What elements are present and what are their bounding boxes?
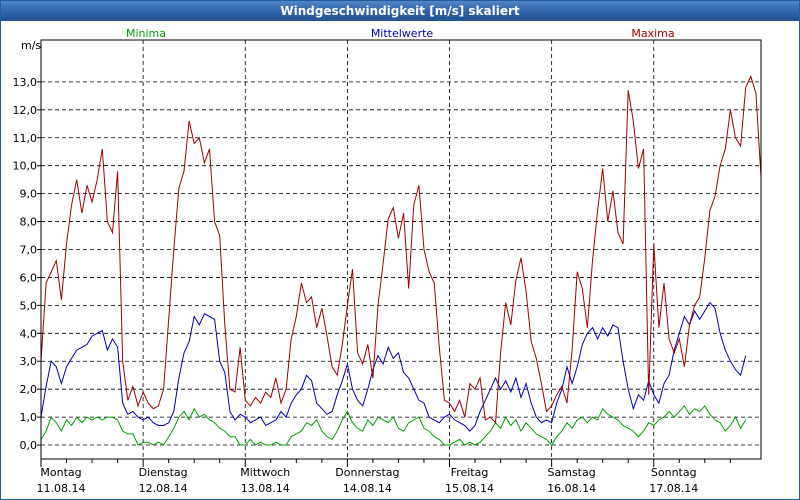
y-tick-label: 4,0 <box>20 327 38 340</box>
x-tick-day: Samstag <box>548 466 596 479</box>
wind-chart: 0,0 1,0 2,0 3,0 4,0 5,0 6,0 7,0 8,0 9,0 10,0 11,0 12… <box>13 27 762 495</box>
x-tick-day: Montag <box>40 466 81 479</box>
x-tick-day: Sonntag <box>651 466 697 479</box>
x-tick-date: 17.08.14 <box>649 482 698 495</box>
x-axis: Montag 11.08.14 Dienstag 12.08.14 Mittwoch 13… <box>37 459 731 495</box>
y-tick-label: 3,0 <box>20 355 38 368</box>
y-axis-unit: m/s <box>21 39 41 52</box>
window-title: Windgeschwindigkeit [m/s] skaliert <box>1 1 799 21</box>
legend-maxima: Maxima <box>631 27 674 40</box>
x-tick-date: 13.08.14 <box>241 482 290 495</box>
legend-mittelwerte: Mittelwerte <box>371 27 434 40</box>
x-tick-date: 11.08.14 <box>37 482 86 495</box>
series-mittelwerte-line <box>40 301 747 432</box>
y-tick-label: 5,0 <box>20 299 38 312</box>
plot-frame <box>40 39 762 460</box>
y-tick-label: 2,0 <box>20 383 38 396</box>
y-tick-label: 13,0 <box>13 76 38 89</box>
series-minima-line <box>40 405 747 446</box>
x-tick-day: Freitag <box>451 466 489 479</box>
y-tick-label: 7,0 <box>20 244 38 257</box>
legend-minima: Minima <box>126 27 166 40</box>
y-tick-label: 12,0 <box>13 104 38 117</box>
x-tick-date: 14.08.14 <box>343 482 392 495</box>
grid <box>41 40 761 459</box>
y-tick-label: 1,0 <box>20 411 38 424</box>
x-tick-date: 16.08.14 <box>547 482 596 495</box>
series-lines <box>40 74 762 446</box>
x-tick-day: Donnerstag <box>335 466 399 479</box>
y-tick-label: 11,0 <box>13 132 38 145</box>
y-axis: 0,0 1,0 2,0 3,0 4,0 5,0 6,0 7,0 8,0 9,0 10,0 11,0 12… <box>13 76 41 452</box>
x-tick-date: 15.08.14 <box>445 482 494 495</box>
x-tick-day: Dienstag <box>139 466 188 479</box>
x-tick-day: Mittwoch <box>240 466 290 479</box>
y-tick-label: 6,0 <box>20 271 38 284</box>
x-tick-date: 12.08.14 <box>139 482 188 495</box>
y-tick-label: 8,0 <box>20 216 38 229</box>
y-tick-label: 0,0 <box>20 439 38 452</box>
y-tick-label: 9,0 <box>20 188 38 201</box>
series-maxima-line <box>40 74 762 424</box>
y-tick-label: 10,0 <box>13 160 38 173</box>
